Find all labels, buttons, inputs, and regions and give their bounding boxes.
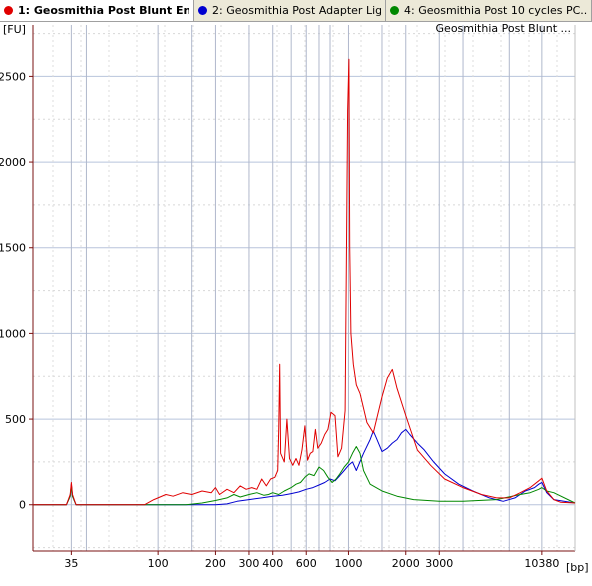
y-tick-label: 2000 <box>0 156 26 169</box>
x-tick-label: 3000 <box>425 557 453 570</box>
x-tick-label: 35 <box>64 557 78 570</box>
series-line-3 <box>33 446 576 506</box>
red-dot-icon <box>4 6 13 15</box>
blue-dot-icon <box>198 6 207 15</box>
tab-label: 1: Geosmithia Post Blunt En... <box>18 4 189 17</box>
chart-title: Geosmithia Post Blunt ... <box>436 22 571 35</box>
green-dot-icon <box>390 6 399 15</box>
x-tick-label: 400 <box>262 557 283 570</box>
axes-layer: 0 500 1000 1500 2000 2500 35 100 200 300 400 600 100… <box>0 25 576 570</box>
tab-label: 4: Geosmithia Post 10 cycles PC... <box>404 4 587 17</box>
y-axis-label: [FU] <box>3 23 26 36</box>
grid-layer <box>33 25 575 551</box>
x-tick-label: 300 <box>238 557 259 570</box>
x-axis-label: [bp] <box>566 561 589 574</box>
electropherogram-chart: 0 500 1000 1500 2000 2500 35 100 200 300 400 600 100… <box>0 22 589 574</box>
sample-tab-bar: 1: Geosmithia Post Blunt En... 2: Geosmi… <box>0 0 592 22</box>
tab-sample-4[interactable]: 4: Geosmithia Post 10 cycles PC... <box>386 0 592 21</box>
x-tick-label: 200 <box>205 557 226 570</box>
x-tick-label: 100 <box>148 557 169 570</box>
x-tick-label: 600 <box>296 557 317 570</box>
x-tick-label: 10380 <box>524 557 559 570</box>
series-line-1 <box>33 58 576 506</box>
series-layer <box>33 58 576 506</box>
y-tick-label: 500 <box>5 413 26 426</box>
y-tick-label: 2500 <box>0 70 26 83</box>
y-tick-label: 0 <box>19 499 26 512</box>
y-tick-label: 1000 <box>0 327 26 340</box>
tab-sample-1[interactable]: 1: Geosmithia Post Blunt En... <box>0 0 194 21</box>
x-tick-label: 1000 <box>334 557 362 570</box>
series-line-2 <box>33 428 576 506</box>
tab-label: 2: Geosmithia Post Adapter Liga... <box>212 4 381 17</box>
x-tick-label: 2000 <box>392 557 420 570</box>
ladder-lines-layer <box>70 25 543 551</box>
y-tick-label: 1500 <box>0 242 26 255</box>
tab-sample-2[interactable]: 2: Geosmithia Post Adapter Liga... <box>194 0 386 21</box>
